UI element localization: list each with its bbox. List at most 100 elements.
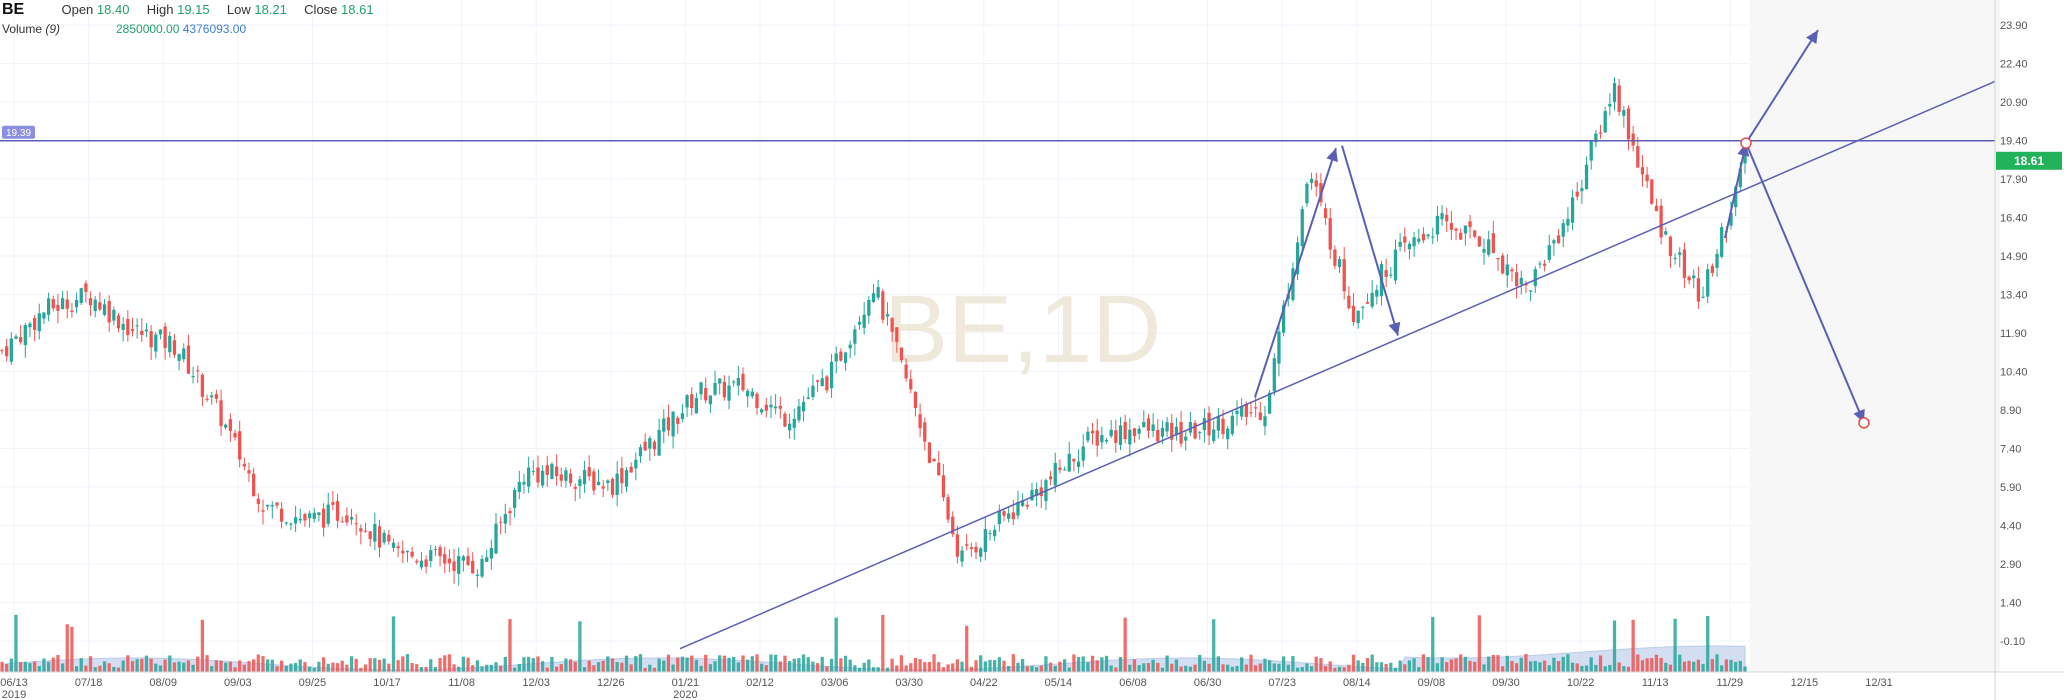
arrow-up-leg[interactable]	[1254, 147, 1337, 398]
x-tick-label[interactable]: 12/26	[597, 677, 625, 689]
candle-body	[1291, 268, 1295, 300]
volume-bar	[1734, 661, 1738, 672]
volume-bar	[750, 656, 754, 672]
x-tick-label[interactable]: 06/13	[0, 677, 28, 689]
x-tick-label[interactable]: 11/08	[448, 677, 475, 689]
volume-bar	[387, 663, 391, 672]
candle-body	[1095, 430, 1099, 446]
arrow-breakout[interactable]	[1724, 142, 1747, 239]
x-tick-label[interactable]: 05/14	[1045, 677, 1073, 689]
x-tick-label[interactable]: 10/22	[1567, 677, 1595, 689]
y-tick-label[interactable]: 2.90	[2000, 559, 2021, 571]
y-tick-label[interactable]: 13.40	[2000, 290, 2028, 302]
x-tick-label[interactable]: 08/09	[149, 677, 177, 689]
candle-body	[885, 314, 890, 317]
price-axis[interactable]: 23.90 22.40 20.90 19.40 17.90 16.40 14.90 13.40…	[1994, 0, 2062, 700]
volume-bar	[28, 663, 32, 672]
y-tick-label[interactable]: 10.40	[2000, 367, 2028, 379]
volume-bar	[70, 626, 74, 672]
volume-bar	[60, 663, 65, 672]
x-tick-label[interactable]: 04/22	[970, 677, 998, 689]
volume-bar	[755, 654, 759, 672]
y-tick-label[interactable]: 14.90	[2000, 251, 2028, 263]
x-tick-label[interactable]: 07/23	[1268, 677, 1296, 689]
x-tick-label[interactable]: 06/30	[1194, 677, 1222, 689]
y-tick-label[interactable]: 7.40	[2000, 444, 2021, 456]
candle-body	[941, 475, 946, 498]
candle-body	[1542, 263, 1547, 266]
y-tick-label[interactable]: 17.90	[2000, 174, 2028, 186]
x-tick-label[interactable]: 08/14	[1343, 677, 1371, 689]
volume-bar	[1076, 656, 1081, 672]
arrow-projection-up[interactable]	[1745, 29, 1819, 144]
volume-bar	[503, 656, 507, 672]
candle-body	[1305, 183, 1309, 204]
volume-bar	[457, 666, 461, 672]
y-tick-label[interactable]: 11.90	[2000, 328, 2027, 340]
y-tick-label[interactable]: 20.90	[2000, 97, 2028, 109]
candle-body	[349, 517, 354, 520]
arrow-projection-down[interactable]	[1745, 142, 1865, 424]
y-tick-label[interactable]: 8.90	[2000, 405, 2021, 417]
candle-body	[671, 411, 675, 437]
volume-bar	[694, 659, 699, 672]
volume-bar	[1379, 662, 1384, 672]
candle-body	[918, 414, 922, 429]
y-tick-label[interactable]: 1.40	[2000, 598, 2021, 610]
x-tick-label[interactable]: 06/08	[1119, 677, 1147, 689]
x-tick-label[interactable]: 03/06	[821, 677, 849, 689]
volume-bar	[1538, 662, 1542, 672]
x-tick-label[interactable]: 01/21	[672, 677, 700, 689]
volume-bar	[298, 659, 302, 672]
volume-bar	[876, 667, 880, 672]
arrow-down-leg[interactable]	[1341, 145, 1399, 336]
candle-body	[1272, 358, 1276, 392]
volume-bar	[1673, 618, 1677, 672]
y-tick-label[interactable]: 4.40	[2000, 521, 2021, 533]
x-tick-label[interactable]: 11/13	[1642, 677, 1669, 689]
x-tick-label[interactable]: 03/30	[895, 677, 923, 689]
volume-bar	[1025, 666, 1029, 672]
x-tick-label[interactable]: 12/15	[1791, 677, 1819, 689]
candle-body	[825, 376, 829, 391]
candle-body	[354, 523, 358, 525]
low-value: 18.21	[254, 2, 287, 17]
x-tick-label[interactable]: 12/03	[522, 677, 550, 689]
candle-body	[219, 400, 223, 427]
time-axis[interactable]: 06/13 07/18 08/09 09/03 09/25 10/17 11/08 12/03…	[0, 671, 2064, 700]
x-tick-label[interactable]: 09/25	[299, 677, 327, 689]
y-tick-label[interactable]: 22.40	[2000, 59, 2028, 71]
candle-body	[1039, 487, 1043, 497]
y-tick-label[interactable]: 5.90	[2000, 482, 2021, 494]
candle-body	[606, 480, 610, 484]
y-tick-label[interactable]: 19.40	[2000, 136, 2028, 148]
symbol-label[interactable]: BE	[2, 1, 25, 18]
y-tick-label[interactable]: 23.90	[2000, 20, 2028, 32]
volume-bar	[489, 664, 493, 672]
volume-bar	[312, 667, 316, 672]
y-tick-label[interactable]: 16.40	[2000, 213, 2028, 225]
candle-body	[410, 551, 414, 557]
volume-bar	[760, 663, 764, 672]
x-tick-label[interactable]: 09/30	[1492, 677, 1520, 689]
x-tick-label[interactable]: 11/29	[1716, 677, 1743, 689]
x-tick-label[interactable]: 12/31	[1865, 677, 1893, 689]
x-tick-label[interactable]: 09/03	[224, 677, 252, 689]
candle-body	[1365, 302, 1370, 304]
volume-bar	[1617, 662, 1621, 672]
x-tick-label[interactable]: 10/17	[373, 677, 401, 689]
trendline[interactable]	[679, 80, 1996, 650]
x-tick-label[interactable]: 02/12	[746, 677, 774, 689]
candle-body	[1132, 428, 1137, 436]
volume-bar	[335, 663, 340, 672]
candle-body	[158, 329, 163, 335]
volume-bars	[0, 614, 1747, 672]
x-tick-label[interactable]: 07/18	[75, 677, 103, 689]
candle-body	[1030, 490, 1034, 501]
x-tick-label[interactable]: 09/08	[1418, 677, 1446, 689]
candle-body	[871, 293, 876, 302]
volume-bar	[1295, 667, 1300, 672]
y-tick-label[interactable]: -0.10	[2000, 636, 2025, 648]
volume-bar	[955, 659, 960, 672]
